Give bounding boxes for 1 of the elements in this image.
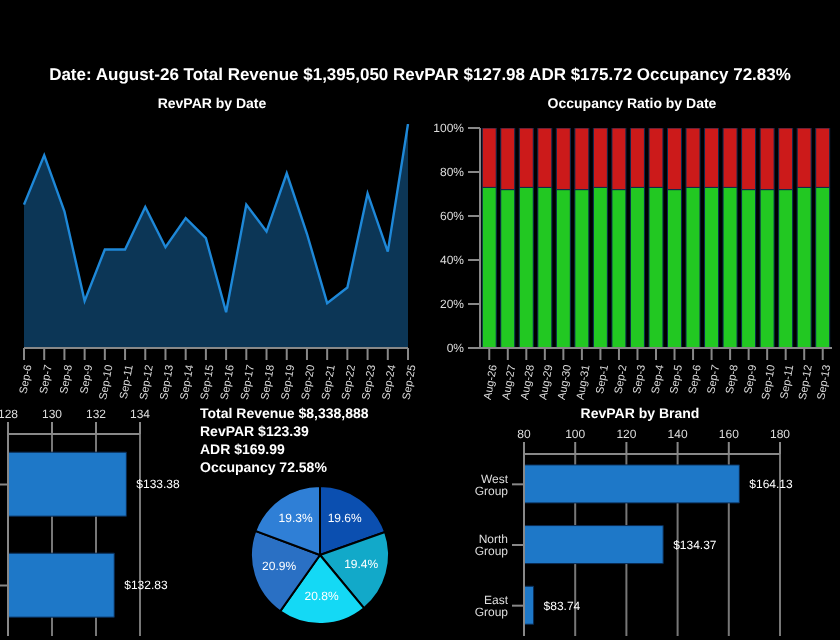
text: Date: August-26 Total Revenue $1,395,050 RevPAR $127.98 ADR $175.72 Occupancy 72.83% bbox=[47, 62, 793, 88]
